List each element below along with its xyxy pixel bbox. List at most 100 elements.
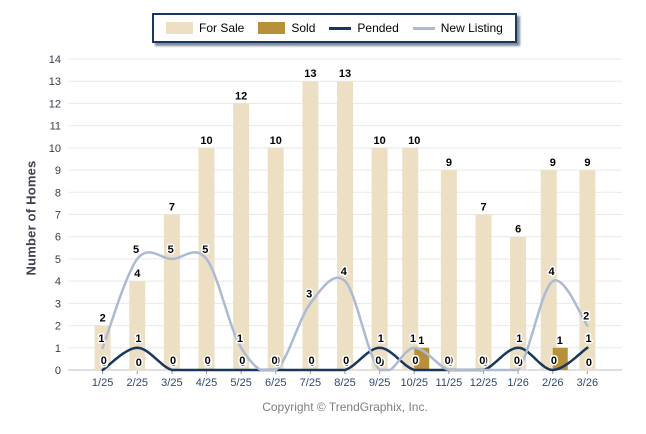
x-tick-label: 10/25 <box>400 377 428 389</box>
x-tick-label: 5/25 <box>230 377 251 389</box>
data-label: 1 <box>586 333 592 345</box>
for-sale-swatch-icon <box>166 22 193 34</box>
data-label: 1 <box>557 335 563 347</box>
bar-for-sale <box>233 103 250 370</box>
data-label: 0 <box>482 357 488 369</box>
data-label: 0 <box>343 357 349 369</box>
bar-for-sale <box>540 170 557 370</box>
x-tick-label: 12/25 <box>470 377 498 389</box>
data-label: 0 <box>136 357 142 369</box>
y-tick-label: 14 <box>49 54 61 66</box>
data-label: 10 <box>270 135 282 147</box>
y-tick-label: 7 <box>55 210 61 222</box>
data-label: 0 <box>445 355 451 367</box>
bar-for-sale <box>371 147 388 370</box>
data-label: 2 <box>583 311 589 323</box>
bar-for-sale <box>337 81 353 370</box>
data-label: 5 <box>168 244 174 256</box>
legend-label-pended: Pended <box>357 21 399 35</box>
data-label: 0 <box>309 355 315 367</box>
data-label: 0 <box>517 357 523 369</box>
data-label: 4 <box>548 266 555 278</box>
bar-for-sale <box>440 170 457 370</box>
data-label: 1 <box>237 333 243 345</box>
data-label: 0 <box>343 355 349 367</box>
y-tick-label: 12 <box>49 98 61 110</box>
legend-item-sold: Sold <box>258 21 315 35</box>
legend-label-new-listing: New Listing <box>440 21 503 35</box>
y-tick-label: 11 <box>50 121 61 133</box>
data-label: 4 <box>341 266 348 278</box>
data-label: 0 <box>205 357 211 369</box>
y-tick-label: 0 <box>55 365 61 377</box>
x-tick-label: 2/26 <box>542 377 563 389</box>
y-tick-label: 2 <box>55 321 61 333</box>
x-tick-label: 9/25 <box>369 377 390 389</box>
data-label: 0 <box>482 355 488 367</box>
data-label: 6 <box>515 224 521 236</box>
data-label: 7 <box>169 202 175 214</box>
data-label: 1 <box>378 333 384 345</box>
data-label: 10 <box>374 135 386 147</box>
x-tick-label: 3/25 <box>161 377 182 389</box>
y-tick-label: 5 <box>55 254 61 266</box>
data-label: 0 <box>170 357 176 369</box>
new-listing-line-swatch-icon <box>412 26 435 30</box>
bar-sold <box>552 347 568 370</box>
y-tick-label: 8 <box>55 187 61 199</box>
data-label: 1 <box>135 333 141 345</box>
x-tick-label: 11/25 <box>436 377 463 389</box>
data-label: 0 <box>479 355 485 367</box>
data-label: 7 <box>480 202 486 214</box>
line-new-listing <box>101 251 589 372</box>
data-label: 4 <box>134 268 141 280</box>
line-pended <box>101 346 589 372</box>
data-label: 12 <box>235 90 247 102</box>
data-label: 0 <box>205 355 211 367</box>
data-label: 0 <box>551 355 557 367</box>
data-label: 0 <box>375 355 381 367</box>
x-tick-label: 3/26 <box>577 377 598 389</box>
data-label: 5 <box>202 244 208 256</box>
x-tick-label: 7/25 <box>300 377 321 389</box>
data-label: 1 <box>418 335 424 347</box>
data-label: 0 <box>378 357 384 369</box>
legend: For Sale Sold Pended New Listing <box>152 13 517 43</box>
data-label: 0 <box>274 357 280 369</box>
bar-for-sale <box>475 214 492 370</box>
data-label: 9 <box>550 157 556 169</box>
x-tick-label: 6/25 <box>265 377 286 389</box>
data-label: 0 <box>447 357 453 369</box>
bar-for-sale <box>267 147 284 370</box>
y-tick-label: 3 <box>55 298 61 310</box>
bar-for-sale <box>302 81 319 370</box>
data-label: 5 <box>133 244 139 256</box>
legend-label-sold: Sold <box>291 21 316 35</box>
y-tick-label: 13 <box>49 76 61 88</box>
x-tick-label: 2/25 <box>127 377 148 389</box>
x-tick-label: 4/25 <box>196 377 217 389</box>
data-label: 1 <box>410 333 416 345</box>
data-label: 3 <box>306 288 312 300</box>
data-label: 9 <box>446 157 452 169</box>
data-label: 10 <box>200 135 212 147</box>
x-axis-ticks: 1/25 2/25 3/25 4/25 5/25 6/25 7/25 8/25 9/25 10/2… <box>92 371 598 389</box>
bar-for-sale <box>402 147 419 370</box>
y-tick-label: 6 <box>55 232 61 244</box>
pended-line-swatch-icon <box>329 26 352 30</box>
sold-swatch-icon <box>258 22 286 34</box>
copyright-text: Copyright © TrendGraphix, Inc. <box>262 400 428 414</box>
y-tick-label: 9 <box>55 165 61 177</box>
x-tick-label: 1/26 <box>507 377 528 389</box>
data-label: 0 <box>240 357 246 369</box>
y-tick-label: 1 <box>55 343 61 355</box>
bar-for-sale <box>510 236 527 370</box>
x-tick-label: 1/25 <box>92 377 113 389</box>
data-label: 10 <box>408 135 420 147</box>
legend-item-new-listing: New Listing <box>412 21 503 35</box>
legend-item-for-sale: For Sale <box>166 21 244 35</box>
